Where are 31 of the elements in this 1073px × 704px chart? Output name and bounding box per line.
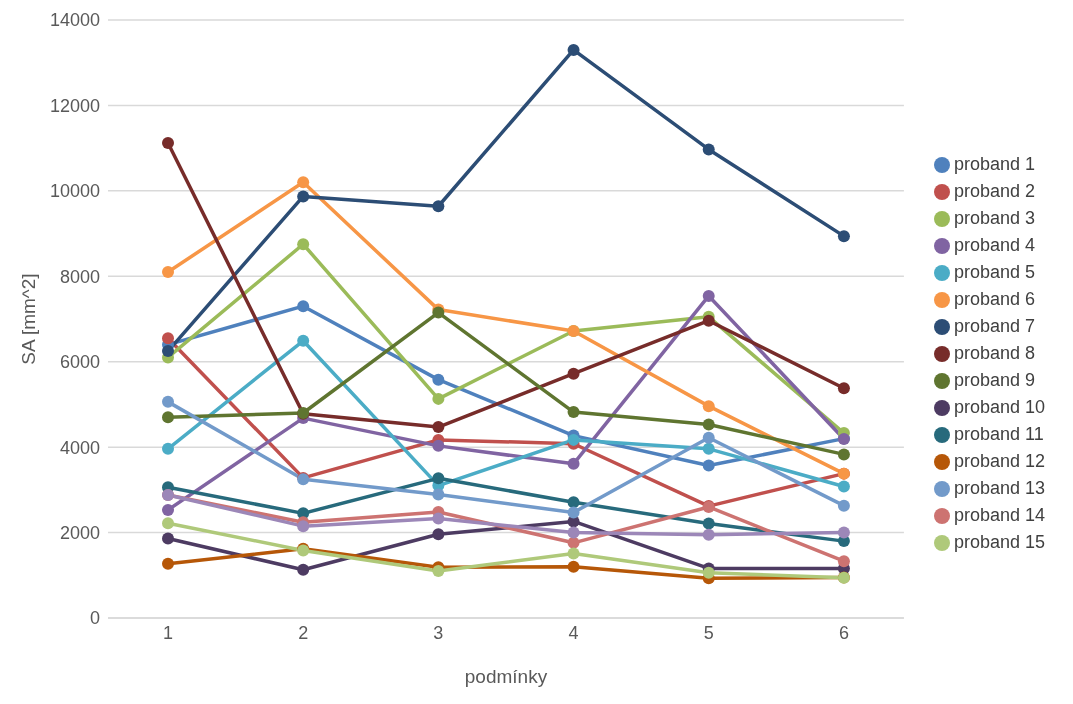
legend-label: proband 3	[953, 207, 1035, 228]
x-tick-label: 5	[703, 622, 714, 643]
x-tick-label: 2	[298, 622, 309, 643]
legend-label: proband 14	[953, 504, 1045, 525]
legend-label: proband 7	[953, 315, 1035, 336]
legend-label: proband 8	[953, 342, 1035, 363]
y-tick-label: 6000	[59, 352, 100, 373]
x-tick-label: 3	[433, 622, 444, 643]
legend-label: proband 12	[953, 450, 1045, 471]
x-tick-label: 1	[162, 622, 174, 643]
legend-label: proband 9	[953, 369, 1035, 390]
y-tick-label: 12000	[49, 95, 100, 116]
x-tick-label: 6	[838, 622, 849, 643]
legend-label: proband 6	[953, 288, 1035, 309]
x-axis-title: podmínky	[464, 666, 548, 687]
y-tick-label: 2000	[59, 522, 100, 543]
y-tick-label: 14000	[49, 10, 100, 31]
y-tick-label: 0	[89, 608, 100, 629]
legend-label: proband 5	[953, 261, 1035, 282]
legend-label: proband 13	[953, 477, 1045, 498]
x-tick-label: 4	[568, 622, 579, 643]
legend-label: proband 2	[953, 180, 1035, 201]
y-tick-label: 8000	[59, 266, 100, 287]
legend-label: proband 10	[953, 396, 1045, 417]
legend-label: proband 1	[953, 153, 1035, 174]
legend-label: proband 4	[953, 234, 1035, 255]
y-axis-title: SA [mm^2]	[17, 273, 39, 365]
y-tick-label: 4000	[59, 437, 100, 458]
y-tick-label: 10000	[49, 181, 100, 202]
legend-label: proband 15	[953, 531, 1045, 552]
legend-label: proband 11	[953, 423, 1044, 444]
